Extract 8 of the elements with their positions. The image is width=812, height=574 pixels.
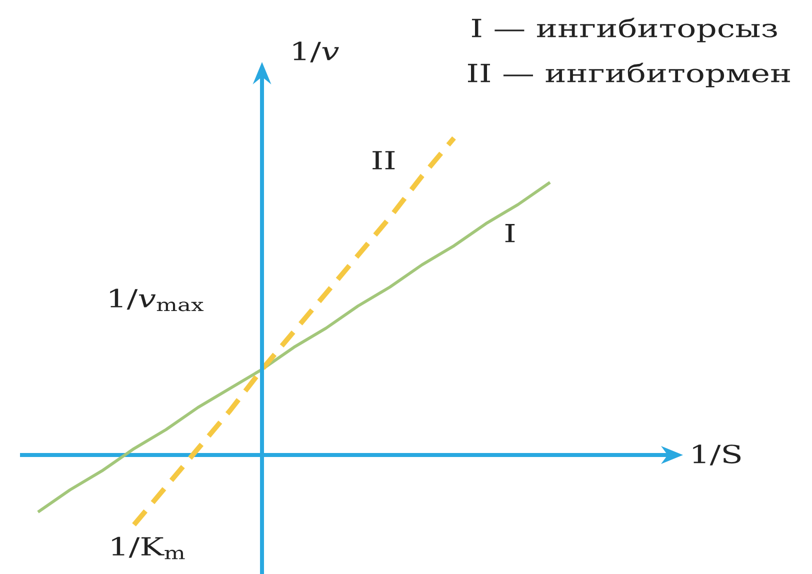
series-label: I: [505, 224, 515, 242]
text: I — ингибиторсыз: [472, 18, 777, 42]
y-axis-title: 1/v: [293, 42, 339, 62]
text: 1/K$_{m}$: [112, 536, 185, 560]
text: 1/S: [693, 444, 741, 466]
text: II — ингибитормен: [468, 62, 790, 88]
series-label: II: [372, 151, 395, 170]
annotation: 1/v$_{max}$: [110, 288, 204, 312]
